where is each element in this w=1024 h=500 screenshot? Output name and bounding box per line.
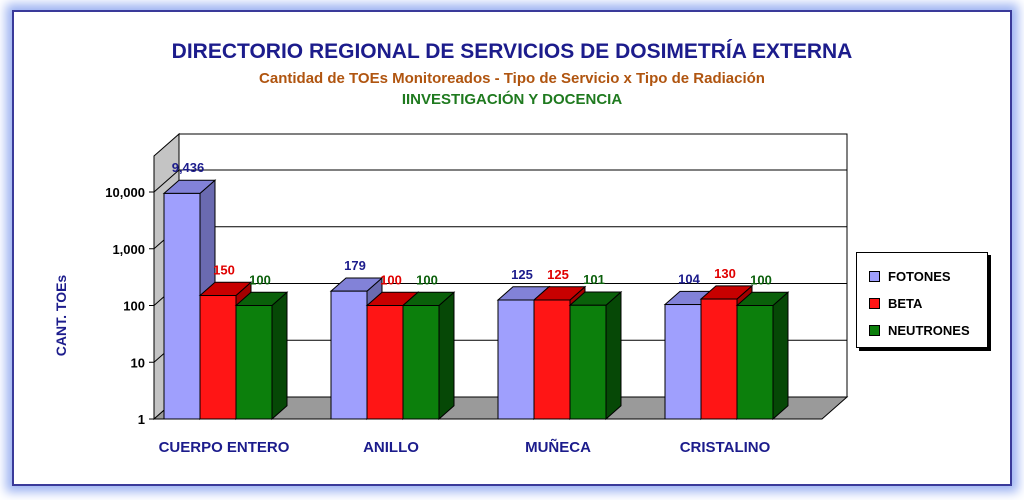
- grid-line-side: [153, 169, 180, 193]
- bar-neutrones: [735, 291, 790, 421]
- bar-front: [497, 299, 535, 420]
- bar-front: [402, 305, 440, 420]
- bar-front: [235, 305, 273, 420]
- bar-neutrones: [568, 290, 623, 421]
- data-label: 100: [750, 272, 772, 287]
- legend-swatch-beta: [869, 297, 880, 309]
- bar-front: [736, 305, 774, 420]
- bar-side: [772, 291, 789, 421]
- bar-side: [605, 290, 622, 421]
- bar-chart: 1 10 100 1,000 10,000 CANT. TOEs 9,436 150 100 CU…: [53, 132, 849, 456]
- bar-front: [700, 298, 738, 420]
- chart-subtitle-2: IINVESTIGACIÓN Y DOCENCIA: [401, 91, 623, 108]
- y-tick-label: 100: [123, 299, 145, 314]
- y-tick-label: 10: [131, 355, 145, 370]
- legend-item-neutrones: NEUTRONES: [869, 322, 970, 338]
- data-label: 100: [249, 272, 271, 287]
- bar-front: [533, 299, 571, 420]
- y-axis-title: CANT. TOEs: [53, 275, 69, 357]
- bar-front: [569, 304, 607, 420]
- data-label: 150: [213, 262, 235, 277]
- data-label: 101: [583, 272, 605, 287]
- legend-label-neutrones: NEUTRONES: [888, 322, 970, 338]
- x-tick-label: CUERPO ENTERO: [159, 439, 290, 456]
- bar-front: [330, 290, 368, 420]
- legend-item-fotones: FOTONES: [869, 268, 951, 284]
- data-label: 179: [344, 258, 366, 273]
- bar-front: [199, 295, 237, 420]
- chart-title: DIRECTORIO REGIONAL DE SERVICIOS DE DOSI…: [171, 40, 853, 63]
- data-label: 100: [380, 272, 402, 287]
- x-tick-label: MUÑECA: [525, 438, 591, 456]
- bar-front: [664, 304, 702, 420]
- legend-label-beta: BETA: [888, 295, 923, 311]
- bar-neutrones: [234, 291, 289, 421]
- bar-front: [163, 192, 201, 420]
- y-tick-label: 1: [138, 412, 145, 427]
- chart-subtitle: Cantidad de TOEs Monitoreados - Tipo de …: [259, 70, 765, 87]
- y-tick-label: 1,000: [112, 242, 145, 257]
- bar-front: [366, 305, 404, 420]
- bar-side: [438, 291, 455, 421]
- x-tick-label: ANILLO: [363, 439, 419, 456]
- data-label: 9,436: [172, 160, 205, 175]
- legend-swatch-neutrones: [869, 324, 880, 336]
- chart-frame: DIRECTORIO REGIONAL DE SERVICIOS DE DOSI…: [12, 10, 1012, 486]
- data-label: 125: [547, 267, 569, 282]
- x-tick-label: CRISTALINO: [680, 439, 771, 456]
- legend-item-beta: BETA: [869, 295, 923, 311]
- data-label: 100: [416, 272, 438, 287]
- bar-side: [271, 291, 288, 421]
- data-label: 125: [511, 267, 533, 282]
- data-label: 130: [714, 266, 736, 281]
- data-label: 104: [678, 271, 700, 286]
- bar-neutrones: [401, 291, 456, 421]
- legend-label-fotones: FOTONES: [888, 268, 951, 284]
- y-tick-label: 10,000: [105, 185, 145, 200]
- chart-legend: FOTONES BETA NEUTRONES: [856, 252, 988, 348]
- legend-swatch-fotones: [869, 270, 880, 282]
